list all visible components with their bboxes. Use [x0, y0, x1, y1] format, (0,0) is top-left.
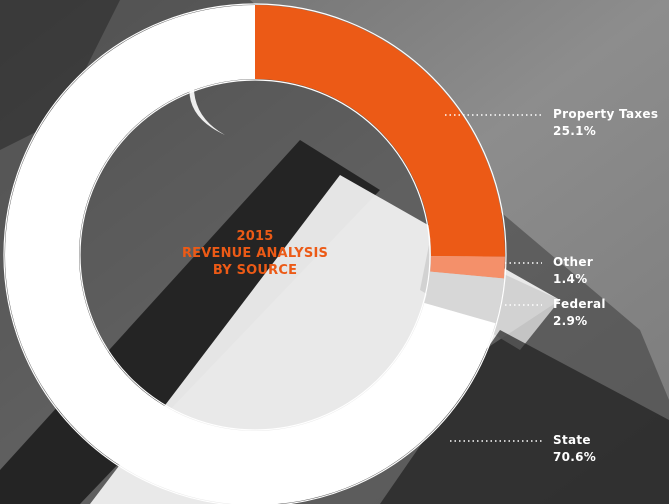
value-label: 1.4% [553, 272, 588, 286]
donut-slice-other [430, 256, 505, 279]
donut-slice-property-taxes [255, 5, 505, 257]
legend-label-other: Other 1.4% [553, 254, 593, 288]
category-label: Other [553, 255, 594, 269]
value-label: 25.1% [553, 124, 597, 138]
category-label: Property Taxes [553, 107, 659, 121]
chart-title-main: REVENUE ANALYSIS [181, 246, 329, 261]
legend-label-state: State 70.6% [553, 432, 596, 466]
category-label: Federal [553, 297, 606, 311]
inner-ring [79, 79, 431, 431]
donut-slice-federal [424, 271, 504, 324]
chart-title: 2015 REVENUE ANALYSIS BY SOURCE [155, 228, 355, 279]
value-label: 2.9% [553, 314, 588, 328]
donut-slice-state [5, 5, 496, 504]
chart-title-sub: BY SOURCE [212, 263, 298, 278]
legend-label-federal: Federal 2.9% [553, 296, 606, 330]
legend-label-property-taxes: Property Taxes 25.1% [553, 106, 658, 140]
value-label: 70.6% [553, 450, 597, 464]
chart-title-year: 2015 [236, 229, 274, 244]
category-label: State [553, 433, 591, 447]
outer-ring [3, 3, 507, 504]
